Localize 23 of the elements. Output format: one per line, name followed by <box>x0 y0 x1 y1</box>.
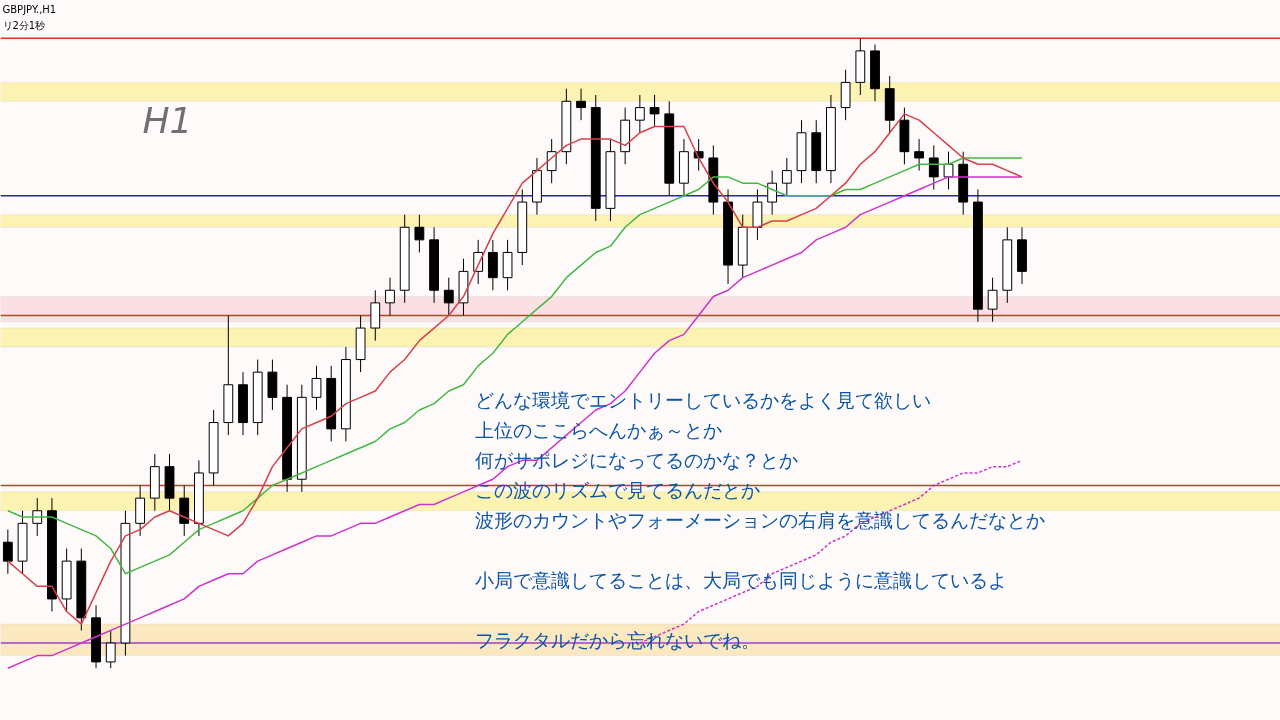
candlestick <box>928 144 939 190</box>
candlestick <box>576 88 586 121</box>
chart-title: GBPJPY.,H1 <box>2 3 57 15</box>
candlestick <box>443 277 454 316</box>
candlestick <box>943 151 954 190</box>
candlestick <box>987 277 998 323</box>
chart-subtitle: リ2分1秒 <box>2 19 46 31</box>
candlestick <box>767 170 778 216</box>
annotation: 小局で意識してることは、大局でも同じように意識しているよ <box>474 568 1007 591</box>
candlestick <box>311 365 322 411</box>
candlestick <box>105 629 116 669</box>
candlestick <box>2 529 13 575</box>
annotation: フラクタルだから忘れないでね。 <box>474 628 760 651</box>
candlestick <box>634 94 645 134</box>
candlestick <box>414 214 425 253</box>
candlestick <box>914 138 925 172</box>
candlestick <box>781 157 792 197</box>
candlestick <box>385 277 395 316</box>
candlestick <box>649 94 660 127</box>
annotation: H1 <box>142 99 193 141</box>
candlestick <box>546 138 557 184</box>
annotation: 上位のここらへんかぁ～とか <box>474 418 722 441</box>
annotation: 波形のカウントやフォーメーションの右肩を意識してるんだなとか <box>474 508 1045 531</box>
